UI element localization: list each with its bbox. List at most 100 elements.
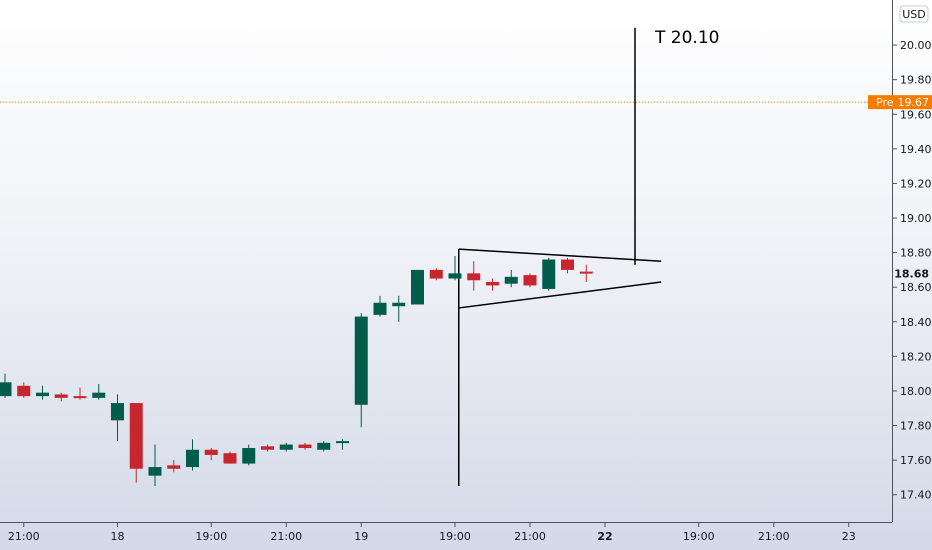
candle-body [392, 302, 406, 307]
candle [542, 257, 556, 291]
candle [579, 264, 593, 283]
price-tick-label: 17.60 [900, 454, 932, 467]
last-price-badge: 18.68 [893, 266, 932, 281]
price-tick-label: 17.40 [900, 489, 932, 502]
price-tick-label: 17.80 [900, 420, 932, 433]
target-annotation: T 20.10 [654, 28, 719, 48]
price-tick-label: 19.60 [900, 108, 932, 121]
candle-body [36, 392, 49, 397]
time-tick-label: 19:00 [683, 530, 715, 543]
candle-body [448, 273, 462, 279]
candle [317, 441, 331, 452]
svg-text:19.67: 19.67 [898, 96, 930, 109]
price-tick-label: 19.80 [900, 74, 932, 87]
time-axis[interactable]: 21:00 18 19:00 21:00 19 19:00 21:00 22 19:00 21:0… [0, 522, 892, 543]
candle [223, 451, 237, 464]
candle-body [523, 275, 537, 286]
candle [429, 268, 443, 281]
candle-body [317, 442, 331, 450]
time-tick-label: 19:00 [195, 530, 227, 543]
candle-body [261, 446, 274, 450]
candle [504, 269, 518, 288]
candle-body [298, 444, 312, 449]
time-tick-label: 21:00 [758, 530, 790, 543]
candle-body [411, 269, 424, 305]
candle [448, 256, 462, 281]
drawings-layer [458, 27, 662, 487]
candle [336, 439, 349, 450]
candle [17, 382, 31, 398]
candle-body [542, 259, 556, 289]
pre-market-price-badge: Pre 19.67 [868, 95, 932, 110]
price-axis[interactable]: 20.00 19.80 19.60 19.40 19.20 19.00 18.80 18.60… [892, 0, 932, 522]
candle [261, 444, 274, 452]
candle-body [279, 444, 293, 450]
pennant-lower-trendline[interactable] [458, 281, 662, 309]
candle [523, 273, 537, 288]
price-tick-label: 18.60 [900, 281, 932, 294]
time-tick-label: 19:00 [439, 530, 471, 543]
candle [279, 442, 293, 452]
candle-body [579, 271, 593, 274]
candle [92, 384, 106, 400]
candle-body [111, 403, 124, 421]
svg-text:18.68: 18.68 [894, 267, 929, 280]
time-tick-label: 21:00 [514, 530, 546, 543]
candle [54, 392, 68, 402]
candle [186, 439, 199, 471]
time-tick-label: 22 [597, 530, 612, 543]
candle [73, 387, 87, 400]
price-tick-label: 18.80 [900, 247, 932, 260]
price-tick-label: 18.20 [900, 350, 932, 363]
time-tick-label: 21:00 [270, 530, 302, 543]
candle [111, 394, 124, 442]
candle-body [336, 441, 349, 444]
candle [148, 444, 162, 487]
candle-body [504, 276, 518, 284]
price-tick-label: 18.40 [900, 316, 932, 329]
price-tick-label: 20.00 [900, 39, 932, 52]
candle-body [242, 448, 256, 464]
price-tick-label: 18.00 [900, 385, 932, 398]
candle [561, 257, 574, 274]
candle [129, 403, 143, 483]
candle-body [167, 465, 181, 469]
candle-body [0, 382, 12, 397]
candle [204, 448, 218, 461]
candle-body [561, 259, 574, 270]
candle [467, 261, 481, 291]
candles-layer [0, 256, 593, 487]
candle-body [129, 403, 143, 469]
candle-body [223, 453, 237, 464]
candle-body [54, 394, 68, 398]
candle [354, 313, 368, 428]
candle-body [17, 385, 31, 397]
candle [486, 278, 499, 291]
price-tick-label: 19.00 [900, 212, 932, 225]
candle [0, 373, 12, 398]
price-tick-label: 19.20 [900, 177, 932, 190]
svg-text:Pre: Pre [876, 96, 894, 109]
time-tick-label: 18 [111, 530, 125, 543]
candle-body [73, 396, 87, 399]
currency-label: USD [902, 8, 926, 21]
candle [242, 444, 256, 466]
candle [411, 269, 424, 305]
candle-body [204, 449, 218, 455]
pennant-upper-trendline[interactable] [458, 248, 662, 262]
candle-body [486, 282, 499, 286]
candle-body [429, 269, 443, 279]
candle [373, 295, 387, 317]
candle [392, 295, 406, 322]
candle-body [148, 467, 162, 476]
candle-body [92, 392, 106, 398]
time-tick-label: 23 [842, 530, 856, 543]
candle [167, 460, 181, 473]
candle-body [467, 273, 481, 281]
candle-body [373, 302, 387, 315]
candle-body [186, 449, 199, 468]
time-tick-label: 19 [354, 530, 368, 543]
candle [298, 442, 312, 450]
price-tick-label: 19.40 [900, 143, 932, 156]
